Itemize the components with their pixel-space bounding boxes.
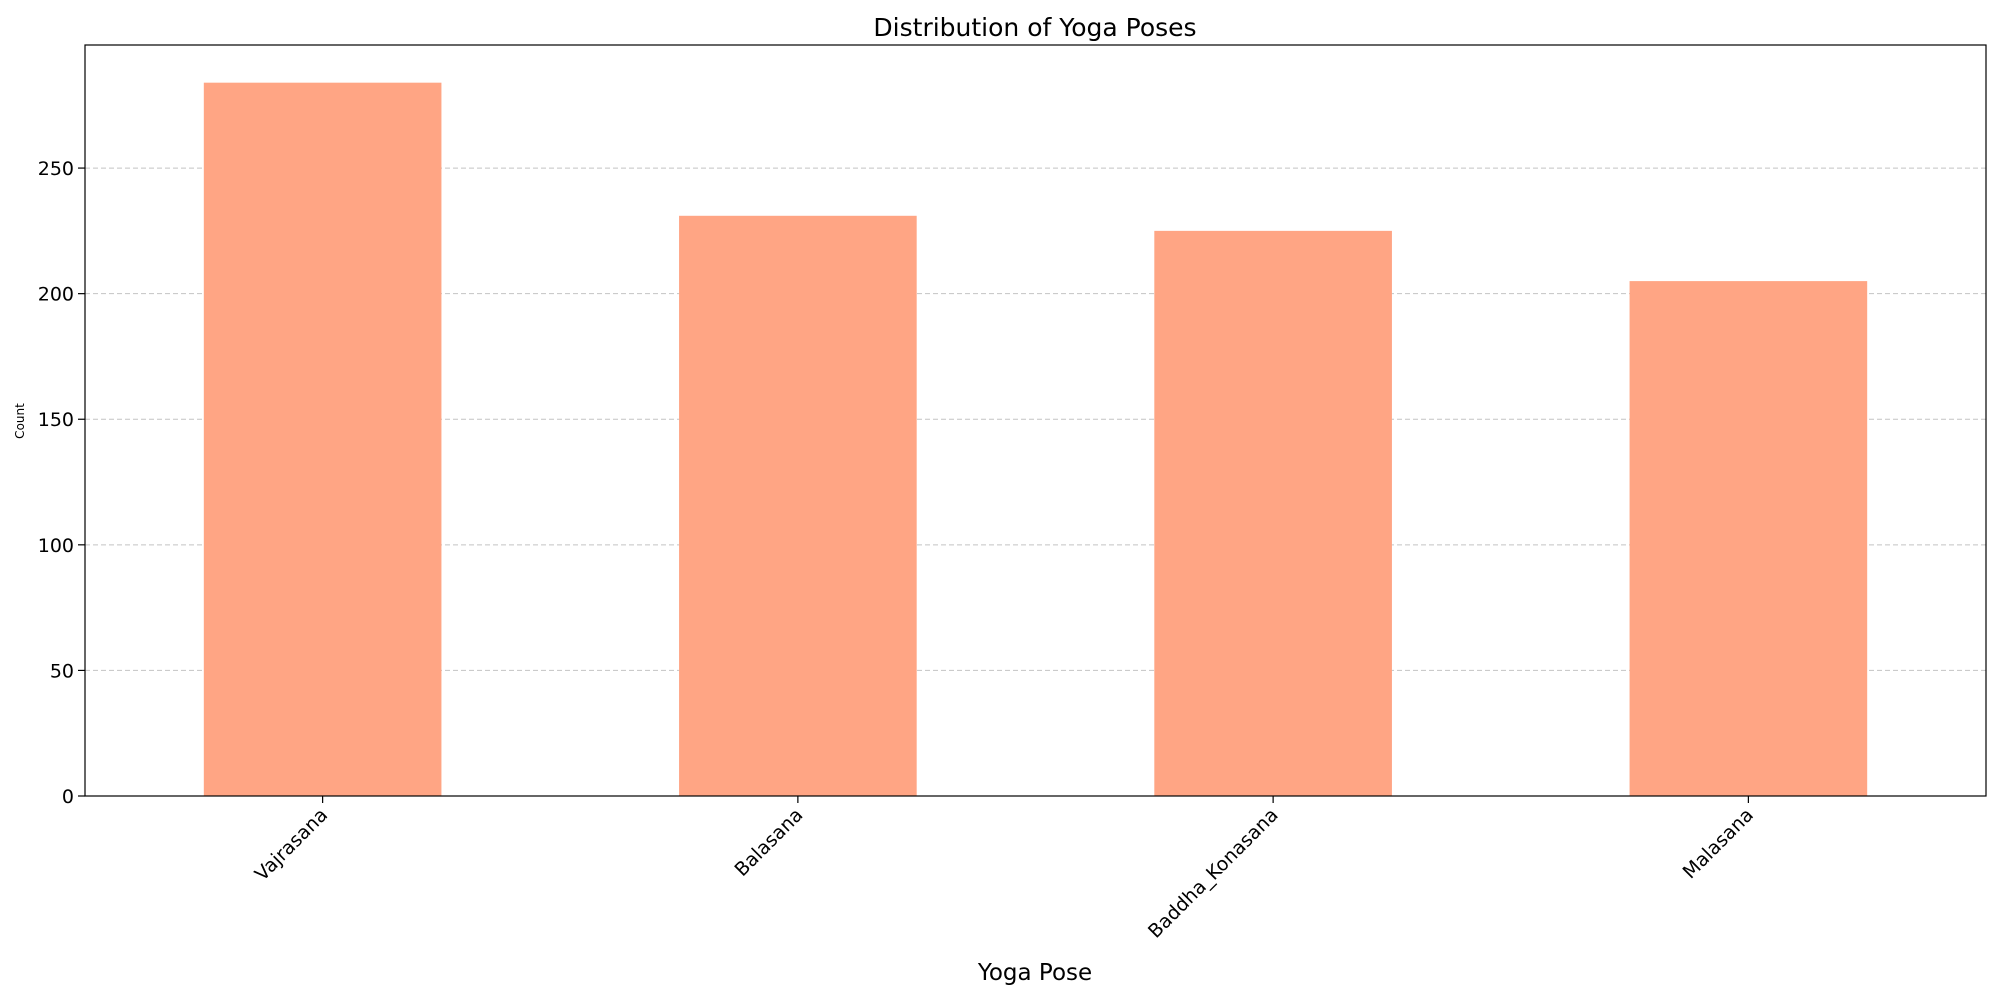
y-tick-label: 50: [50, 660, 74, 682]
bar-baddha-konasana: [1154, 230, 1392, 797]
chart-title: Distribution of Yoga Poses: [873, 13, 1196, 42]
x-tick-label: Baddha_Konasana: [1144, 804, 1283, 943]
bar-balasana: [679, 215, 917, 796]
y-tick-label: 250: [38, 158, 74, 180]
bar-vajrasana: [203, 82, 442, 796]
bar-malasana: [1629, 281, 1868, 796]
y-axis-ticks: 0 50 100 150 200 250: [38, 158, 85, 808]
x-axis-ticks: Vajrasana Balasana Baddha_Konasana Malasana: [251, 796, 1758, 943]
x-tick-label: Vajrasana: [251, 804, 332, 885]
x-tick-label: Malasana: [1679, 804, 1758, 883]
y-tick-label: 200: [38, 284, 74, 306]
y-axis-label: Count: [13, 403, 27, 439]
x-tick-label: Balasana: [730, 804, 807, 881]
plot-frame: [84, 44, 1987, 797]
bars: [203, 82, 1868, 797]
x-axis-label: Yoga Pose: [977, 960, 1092, 986]
y-tick-label: 150: [38, 409, 74, 431]
y-tick-label: 0: [62, 786, 74, 808]
y-tick-label: 100: [38, 535, 74, 557]
